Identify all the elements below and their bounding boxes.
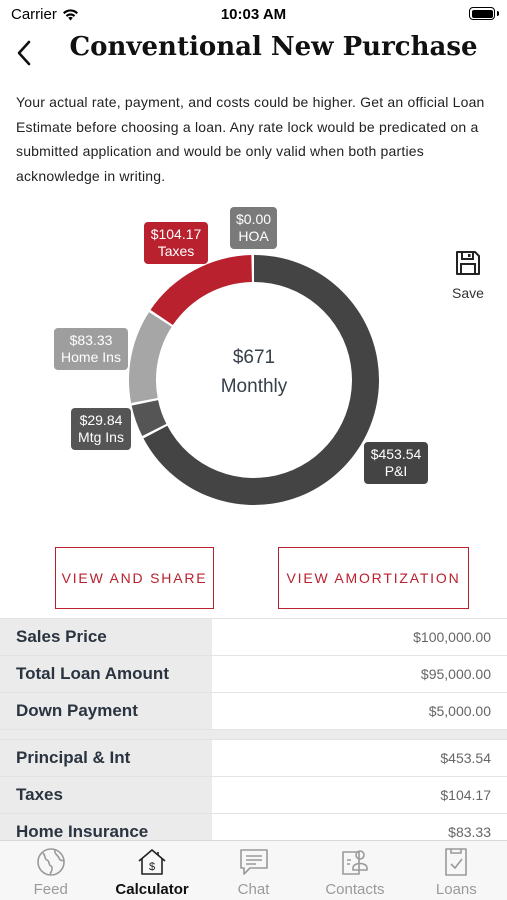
table-row: Total Loan Amount $95,000.00 (0, 656, 507, 693)
slice-label-taxes: $104.17 Taxes (144, 222, 208, 264)
payment-donut-chart (129, 255, 380, 506)
table-row: Down Payment $5,000.00 (0, 693, 507, 730)
tab-loans[interactable]: Loans (406, 841, 507, 900)
tab-contacts[interactable]: Contacts (304, 841, 405, 900)
monthly-label: Monthly (220, 376, 288, 397)
carrier-info: Carrier (11, 6, 79, 23)
chevron-left-icon (17, 40, 31, 66)
tab-label: Contacts (325, 881, 385, 898)
battery-icon (469, 7, 499, 20)
row-value: $104.17 (212, 777, 507, 813)
chat-icon (237, 846, 271, 878)
slice-value: $453.54 (370, 446, 422, 462)
tab-chat[interactable]: Chat (203, 841, 304, 900)
slice-name: Mtg Ins (78, 429, 124, 445)
slice-value: $83.33 (69, 332, 113, 348)
tab-label: Calculator (115, 881, 189, 898)
section-divider (0, 730, 507, 740)
table-row: Principal & Int $453.54 (0, 740, 507, 777)
save-label: Save (452, 285, 484, 301)
save-icon (456, 251, 480, 275)
wifi-icon (62, 9, 78, 21)
slice-label-hoa: $0.00 HOA (230, 207, 277, 249)
row-value: $95,000.00 (212, 656, 507, 692)
donut-slice-home-ins (129, 312, 172, 404)
monthly-amount: $671 (232, 347, 276, 368)
slice-value: $0.00 (236, 211, 272, 227)
tab-label: Feed (33, 881, 68, 898)
row-value: $5,000.00 (212, 693, 507, 729)
row-label: Principal & Int (0, 740, 212, 776)
row-label: Down Payment (0, 693, 212, 729)
page-title: Conventional New Purchase (69, 32, 478, 62)
tab-bar: Feed $ Calculator Chat (0, 840, 507, 900)
slice-name: P&I (384, 463, 408, 479)
slice-label-mtg-ins: $29.84 Mtg Ins (71, 408, 131, 450)
globe-icon (34, 846, 68, 878)
save-button[interactable]: Save (445, 250, 491, 301)
table-row: Taxes $104.17 (0, 777, 507, 814)
view-amortization-button[interactable]: VIEW AMORTIZATION (278, 547, 469, 609)
disclaimer-text: Your actual rate, payment, and costs cou… (16, 94, 485, 184)
slice-name: Home Ins (61, 349, 121, 365)
back-button[interactable] (10, 36, 38, 70)
donut-slice-mtg-ins (131, 400, 167, 437)
donut-slice-taxes (150, 255, 252, 326)
loan-summary-table: Sales Price $100,000.00 Total Loan Amoun… (0, 618, 507, 851)
tab-calculator[interactable]: $ Calculator (101, 841, 202, 900)
slice-label-pi: $453.54 P&I (364, 442, 428, 484)
slice-value: $104.17 (150, 226, 202, 242)
tab-label: Loans (435, 881, 477, 898)
slice-label-home-ins: $83.33 Home Ins (54, 328, 128, 370)
row-value: $100,000.00 (212, 619, 507, 655)
contacts-icon (338, 846, 372, 878)
chart-center: $671 Monthly (174, 347, 334, 398)
status-time: 10:03 AM (220, 6, 287, 23)
loans-icon (439, 846, 473, 878)
row-value: $453.54 (212, 740, 507, 776)
carrier-name: Carrier (11, 6, 57, 23)
slice-value: $29.84 (79, 412, 123, 428)
slice-name: HOA (238, 228, 269, 244)
row-label: Total Loan Amount (0, 656, 212, 692)
table-row: Sales Price $100,000.00 (0, 619, 507, 656)
row-label: Taxes (0, 777, 212, 813)
calculator-house-icon: $ (135, 846, 169, 878)
tab-feed[interactable]: Feed (0, 841, 101, 900)
row-label: Sales Price (0, 619, 212, 655)
tab-label: Chat (237, 881, 270, 898)
slice-name: Taxes (157, 243, 195, 259)
svg-text:$: $ (149, 861, 155, 873)
status-bar: Carrier 10:03 AM (0, 0, 507, 28)
view-and-share-button[interactable]: VIEW AND SHARE (55, 547, 214, 609)
